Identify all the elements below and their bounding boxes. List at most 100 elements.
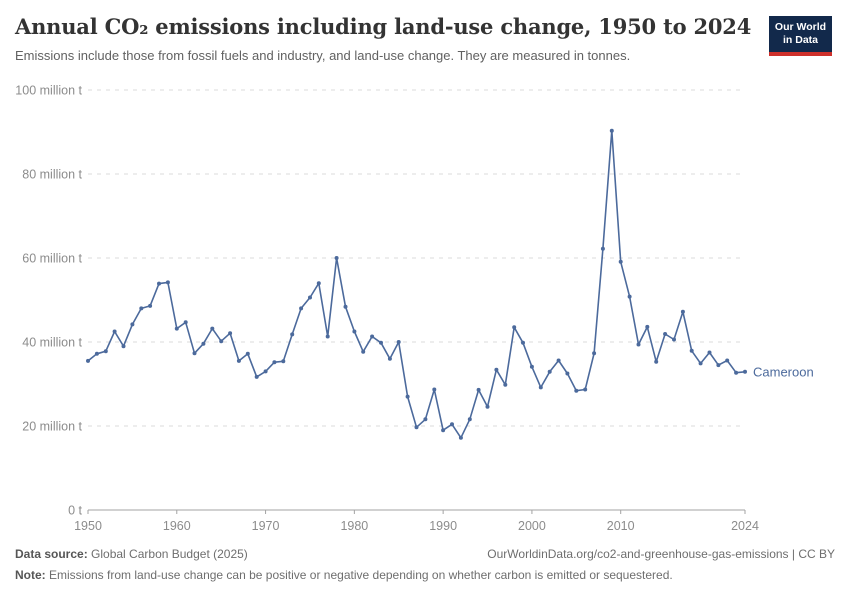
data-point[interactable]: [414, 425, 419, 430]
data-point[interactable]: [299, 306, 304, 311]
data-point[interactable]: [361, 349, 366, 354]
x-axis-tick-label: 2024: [731, 519, 759, 533]
entity-label-cameroon[interactable]: Cameroon: [753, 364, 814, 379]
x-axis-tick-label: 1990: [429, 519, 457, 533]
data-point[interactable]: [379, 340, 383, 345]
data-point[interactable]: [290, 332, 295, 337]
data-point[interactable]: [645, 324, 650, 329]
data-source-label: Data source:: [15, 547, 88, 561]
x-axis-tick-label: 2010: [607, 519, 635, 533]
x-axis-tick-label: 1980: [340, 519, 368, 533]
data-point[interactable]: [308, 295, 312, 300]
data-point[interactable]: [734, 370, 739, 375]
data-point[interactable]: [698, 361, 703, 366]
data-point[interactable]: [281, 359, 286, 364]
data-point[interactable]: [157, 281, 161, 286]
y-axis-tick-label: 20 million t: [22, 420, 82, 434]
data-point[interactable]: [663, 332, 668, 336]
y-axis-tick-label: 60 million t: [22, 252, 82, 266]
owid-logo-line2: in Data: [782, 34, 818, 46]
data-point[interactable]: [743, 369, 747, 374]
y-axis-tick-label: 100 million t: [15, 84, 82, 98]
data-point[interactable]: [654, 359, 659, 364]
data-point[interactable]: [272, 360, 277, 365]
data-point[interactable]: [556, 358, 561, 363]
data-source-value: Global Carbon Budget (2025): [87, 547, 248, 561]
data-point[interactable]: [521, 340, 525, 345]
data-point[interactable]: [139, 306, 144, 311]
data-point[interactable]: [130, 322, 135, 327]
data-point[interactable]: [609, 128, 614, 133]
data-point[interactable]: [396, 340, 401, 344]
data-point[interactable]: [219, 339, 224, 344]
data-point[interactable]: [245, 351, 250, 356]
data-point[interactable]: [148, 303, 153, 308]
data-point[interactable]: [201, 341, 206, 346]
data-point[interactable]: [529, 364, 534, 369]
data-point[interactable]: [112, 329, 117, 334]
owid-url-link[interactable]: OurWorldinData.org/co2-and-greenhouse-ga…: [487, 547, 835, 561]
owid-logo: Our World in Data: [769, 16, 832, 56]
emissions-line[interactable]: [87, 129, 746, 439]
gridlines: [88, 89, 745, 511]
data-point[interactable]: [432, 387, 437, 392]
data-point[interactable]: [165, 280, 170, 285]
data-point-markers[interactable]: [86, 128, 747, 440]
data-point[interactable]: [183, 320, 188, 325]
data-point[interactable]: [618, 259, 623, 264]
data-point[interactable]: [236, 358, 241, 363]
data-point[interactable]: [494, 367, 499, 372]
data-point[interactable]: [334, 256, 339, 260]
data-point[interactable]: [352, 329, 357, 334]
data-point[interactable]: [254, 374, 259, 379]
data-point[interactable]: [192, 351, 197, 356]
data-point[interactable]: [689, 348, 694, 353]
data-point[interactable]: [672, 337, 676, 342]
data-point[interactable]: [86, 358, 90, 363]
data-point[interactable]: [725, 358, 730, 363]
data-point[interactable]: [405, 394, 410, 399]
data-point[interactable]: [600, 246, 605, 251]
data-point[interactable]: [636, 342, 641, 347]
chart-footer: Data source: Global Carbon Budget (2025)…: [15, 547, 835, 582]
data-point[interactable]: [174, 326, 179, 331]
data-point[interactable]: [485, 404, 490, 409]
data-point[interactable]: [343, 304, 348, 309]
data-point[interactable]: [583, 387, 588, 392]
data-point[interactable]: [680, 309, 685, 314]
data-point[interactable]: [627, 294, 632, 299]
data-point[interactable]: [574, 388, 579, 393]
data-point[interactable]: [458, 435, 463, 440]
data-point[interactable]: [512, 325, 517, 330]
data-point[interactable]: [503, 382, 508, 387]
data-point[interactable]: [325, 334, 330, 339]
y-axis-tick-label: 0 t: [68, 504, 82, 518]
data-point[interactable]: [450, 422, 454, 427]
data-point[interactable]: [94, 351, 99, 356]
data-point[interactable]: [716, 363, 721, 368]
x-axis-tick-label: 1950: [74, 519, 102, 533]
data-point[interactable]: [121, 344, 126, 349]
data-point[interactable]: [441, 428, 446, 433]
data-point[interactable]: [467, 417, 472, 422]
data-point[interactable]: [263, 369, 268, 374]
data-point[interactable]: [592, 351, 597, 356]
data-point[interactable]: [103, 349, 108, 354]
data-point[interactable]: [316, 281, 321, 286]
data-point[interactable]: [476, 387, 481, 392]
data-point[interactable]: [387, 356, 392, 361]
data-point[interactable]: [547, 369, 552, 374]
x-axis-ticks: 1950 1960 1970 1980 1990 2000 2010 2024: [74, 510, 759, 533]
y-axis-tick-label: 80 million t: [22, 168, 82, 182]
data-point[interactable]: [538, 385, 543, 390]
owid-logo-line1: Our World: [774, 20, 827, 33]
chart-header: Annual CO₂ emissions including land-use …: [15, 14, 835, 63]
data-point[interactable]: [370, 334, 375, 339]
data-point[interactable]: [565, 371, 570, 376]
data-point[interactable]: [707, 350, 712, 355]
chart-title: Annual CO₂ emissions including land-use …: [15, 14, 752, 39]
data-point[interactable]: [423, 417, 428, 422]
data-point[interactable]: [210, 326, 215, 331]
data-point[interactable]: [228, 331, 233, 336]
